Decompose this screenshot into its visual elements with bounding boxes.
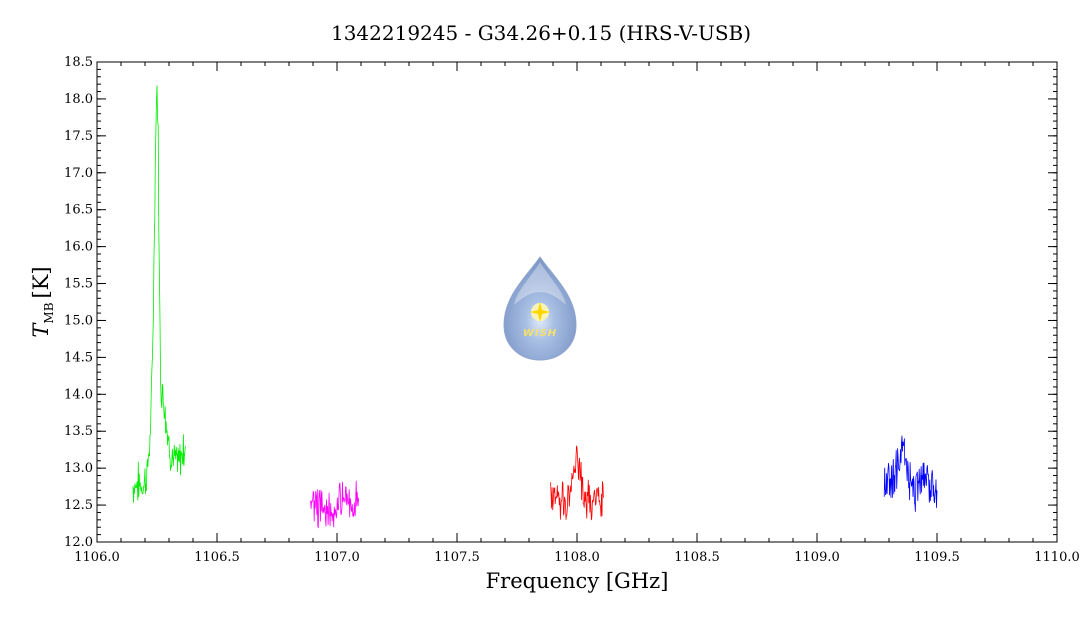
x-tick-label: 1108.0 bbox=[554, 550, 600, 565]
spectrum-series-line bbox=[310, 480, 359, 529]
x-tick-label: 1106.5 bbox=[194, 550, 240, 565]
x-axis-title: Frequency [GHz] bbox=[486, 569, 669, 593]
x-tick-label: 1107.0 bbox=[314, 550, 360, 565]
chart-title: 1342219245 - G34.26+0.15 (HRS-V-USB) bbox=[331, 21, 751, 45]
x-tick-label: 1109.0 bbox=[794, 550, 840, 565]
x-tick-label: 1107.5 bbox=[434, 550, 480, 565]
y-tick-label: 18.5 bbox=[64, 55, 93, 70]
wish-logo-text: WISH bbox=[523, 328, 557, 339]
y-tick-label: 14.0 bbox=[64, 387, 93, 402]
x-tick-label: 1109.5 bbox=[914, 550, 960, 565]
x-tick-label: 1106.0 bbox=[74, 550, 120, 565]
y-axis: 12.0 12.5 13.0 13.5 14.0 14.5 15.0 15.5 16.0 16.5… bbox=[64, 55, 1057, 550]
spectrum-series-line bbox=[883, 435, 938, 512]
x-axis: 1106.0 1106.5 1107.0 1107.5 1108.0 1108.5 1109… bbox=[74, 62, 1080, 565]
y-axis-unit: [K] bbox=[29, 266, 53, 298]
series-layer bbox=[132, 85, 938, 529]
y-axis-subscript: MB bbox=[42, 302, 56, 323]
y-axis-symbol: T bbox=[29, 322, 53, 338]
y-tick-label: 12.5 bbox=[64, 498, 93, 513]
y-tick-label: 13.0 bbox=[64, 461, 93, 476]
x-tick-label: 1108.5 bbox=[674, 550, 720, 565]
y-tick-label: 16.5 bbox=[64, 203, 93, 218]
wish-logo: WISH bbox=[503, 256, 577, 361]
spectrum-series-line bbox=[550, 445, 604, 521]
y-tick-label: 17.5 bbox=[64, 129, 93, 144]
spectrum-series-line bbox=[132, 85, 187, 503]
y-tick-label: 16.0 bbox=[64, 240, 93, 255]
y-tick-label: 18.0 bbox=[64, 92, 93, 107]
y-tick-label: 17.0 bbox=[64, 166, 93, 181]
y-tick-label: 13.5 bbox=[64, 424, 93, 439]
y-axis-title: TMB [K] bbox=[29, 266, 56, 337]
y-tick-label: 15.5 bbox=[64, 277, 93, 292]
y-tick-label: 12.0 bbox=[64, 535, 93, 550]
svg-text:TMB[K]: TMB [K] bbox=[29, 266, 56, 337]
y-tick-label: 14.5 bbox=[64, 350, 93, 365]
x-tick-label: 1110.0 bbox=[1034, 550, 1080, 565]
y-tick-label: 15.0 bbox=[64, 313, 93, 328]
plot-frame bbox=[96, 61, 1058, 543]
